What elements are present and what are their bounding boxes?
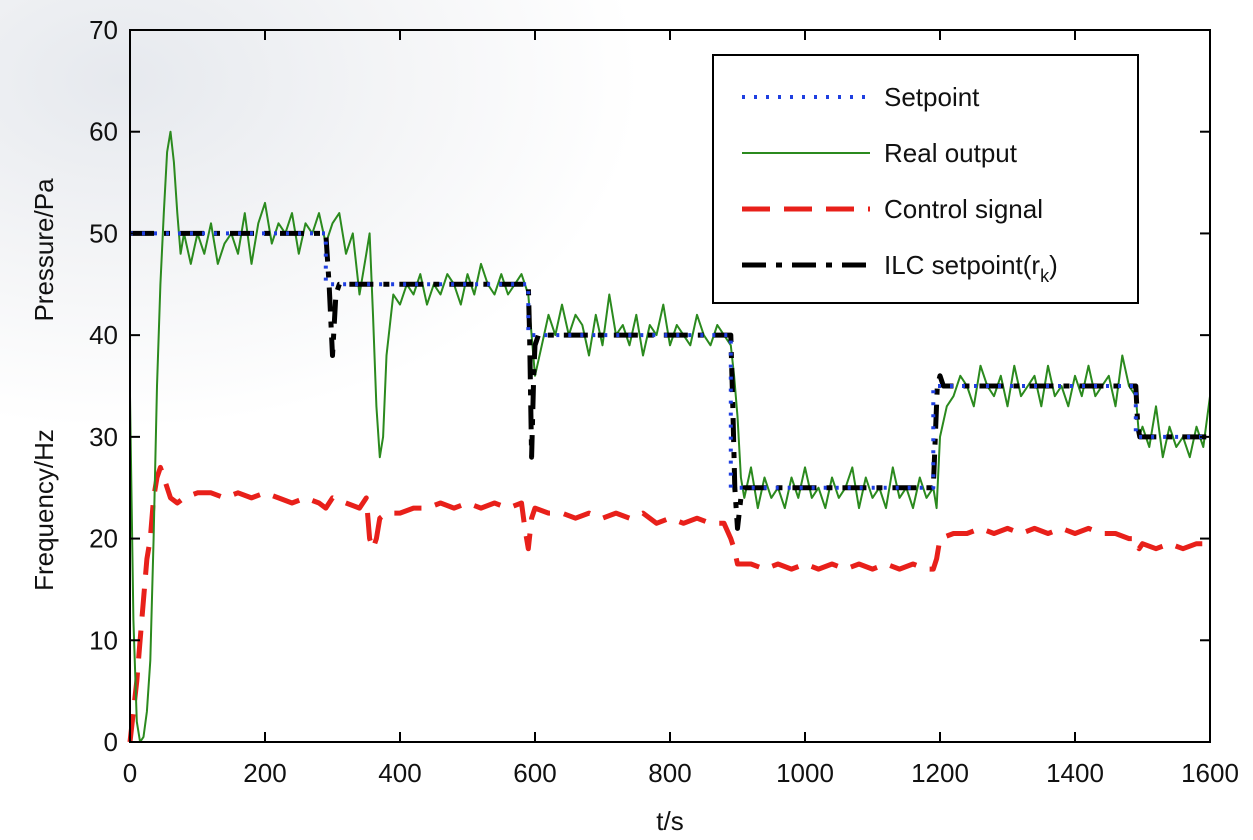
x-tick-label: 0 bbox=[123, 758, 137, 788]
legend-label-setpoint: Setpoint bbox=[884, 82, 980, 112]
series-layer bbox=[127, 130, 1211, 743]
x-tick-label: 1400 bbox=[1046, 758, 1104, 788]
series-line-ilc-setpoint-r-k bbox=[130, 230, 1210, 531]
y-tick-label: 30 bbox=[89, 422, 118, 452]
x-axis-label: t/s bbox=[656, 806, 683, 836]
x-tick-label: 1200 bbox=[911, 758, 969, 788]
legend-label-control-signal: Control signal bbox=[884, 194, 1043, 224]
y-tick-label: 70 bbox=[89, 15, 118, 45]
series-line-setpoint bbox=[130, 231, 1210, 490]
legend-label-real-output: Real output bbox=[884, 138, 1018, 168]
y-axis-label-bottom: Frequency/Hz bbox=[29, 429, 59, 591]
y-tick-label: 60 bbox=[89, 117, 118, 147]
x-tick-label: 1000 bbox=[776, 758, 834, 788]
y-tick-label: 20 bbox=[89, 524, 118, 554]
y-axis-label-top: Pressure/Pa bbox=[29, 178, 59, 322]
x-tick-label: 200 bbox=[243, 758, 286, 788]
x-tick-label: 400 bbox=[378, 758, 421, 788]
legend-box bbox=[712, 54, 1139, 304]
x-tick-label: 800 bbox=[648, 758, 691, 788]
x-tick-label: 1600 bbox=[1181, 758, 1239, 788]
tick-layer: 0 200 400 600 800 1000 1200 1400 1600 0 10 20 30 40 50… bbox=[89, 15, 1239, 788]
y-tick-label: 0 bbox=[104, 727, 118, 757]
series-line-control-signal bbox=[127, 464, 1210, 743]
y-tick-label: 40 bbox=[89, 320, 118, 350]
y-tick-label: 10 bbox=[89, 625, 118, 655]
x-tick-label: 600 bbox=[513, 758, 556, 788]
y-tick-label: 50 bbox=[89, 218, 118, 248]
